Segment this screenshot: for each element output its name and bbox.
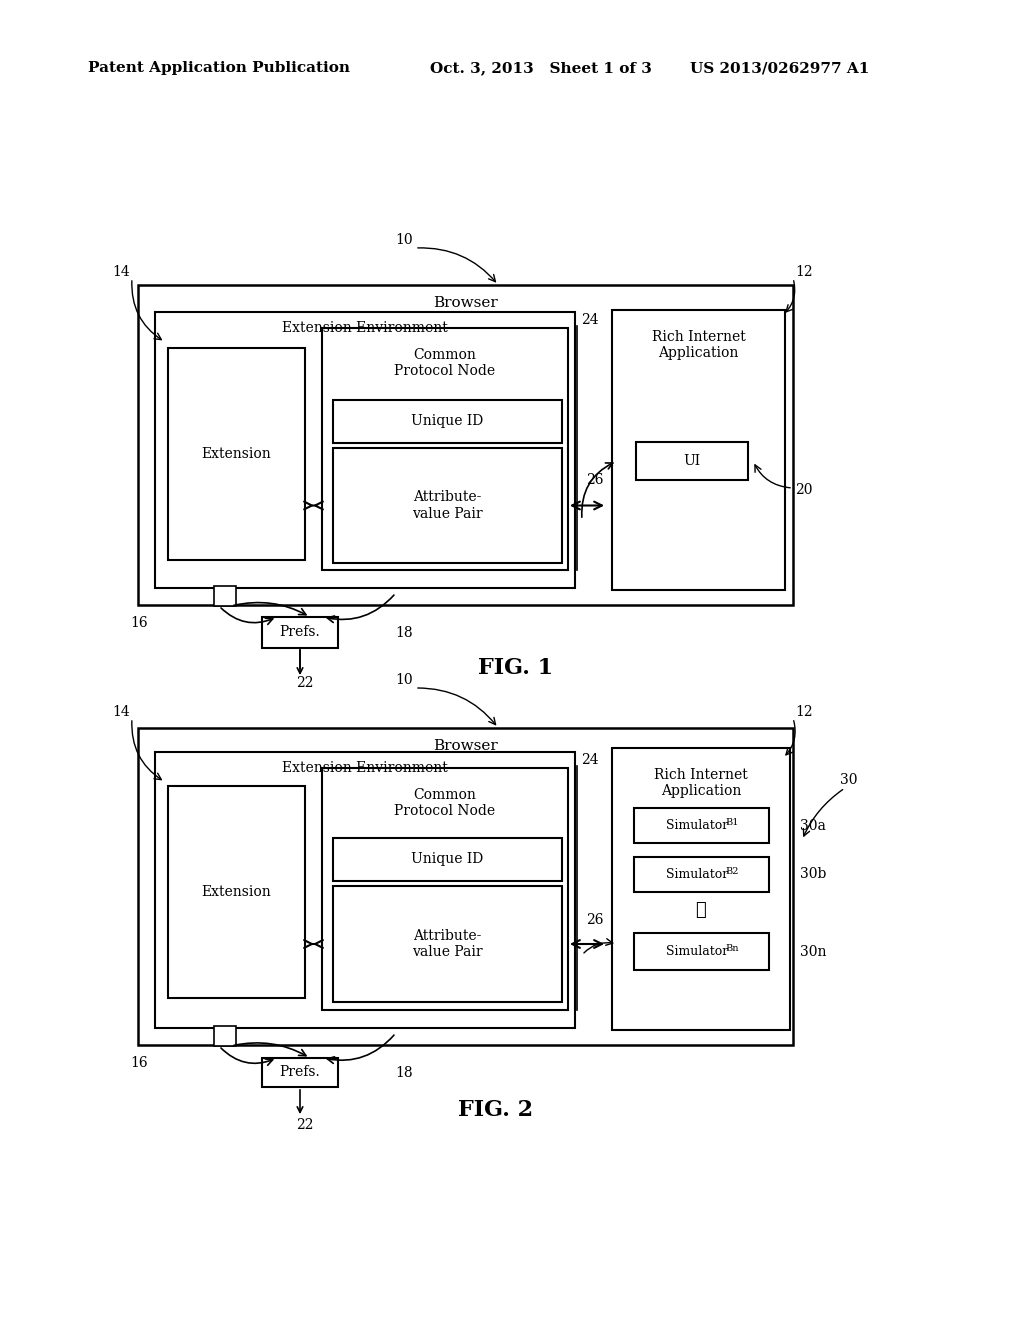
Bar xyxy=(634,933,768,970)
Text: US 2013/0262977 A1: US 2013/0262977 A1 xyxy=(690,61,869,75)
Text: 10: 10 xyxy=(395,234,413,247)
Text: Prefs.: Prefs. xyxy=(280,1065,321,1080)
Text: 10: 10 xyxy=(395,673,413,686)
Text: Rich Internet
Application: Rich Internet Application xyxy=(654,768,748,799)
Bar xyxy=(155,312,575,587)
Text: FIG. 1: FIG. 1 xyxy=(478,657,553,678)
Text: Extension: Extension xyxy=(202,884,271,899)
Bar xyxy=(333,447,562,564)
Text: Bn: Bn xyxy=(725,944,738,953)
Text: Simulator: Simulator xyxy=(666,818,728,832)
Text: Unique ID: Unique ID xyxy=(412,853,483,866)
Text: Browser: Browser xyxy=(433,739,498,752)
Bar xyxy=(333,886,562,1002)
Text: 14: 14 xyxy=(113,705,130,719)
Text: Patent Application Publication: Patent Application Publication xyxy=(88,61,350,75)
Bar xyxy=(214,1026,236,1045)
Text: 18: 18 xyxy=(395,1067,413,1080)
Text: Attribute-
value Pair: Attribute- value Pair xyxy=(413,929,482,960)
Bar xyxy=(214,586,236,606)
Bar xyxy=(333,838,562,880)
Text: 22: 22 xyxy=(296,676,313,690)
Text: Attribute-
value Pair: Attribute- value Pair xyxy=(413,491,482,520)
Text: 14: 14 xyxy=(113,265,130,279)
Text: ⋮: ⋮ xyxy=(695,902,707,919)
Text: 16: 16 xyxy=(130,616,148,630)
Bar xyxy=(262,616,338,648)
Text: Common
Protocol Node: Common Protocol Node xyxy=(394,788,496,818)
Bar xyxy=(636,442,748,480)
Text: 30a: 30a xyxy=(800,818,826,833)
Bar xyxy=(168,348,305,560)
Text: 30n: 30n xyxy=(800,945,826,958)
Text: Common
Protocol Node: Common Protocol Node xyxy=(394,348,496,378)
Text: 12: 12 xyxy=(795,705,813,719)
Text: Browser: Browser xyxy=(433,296,498,310)
Text: B2: B2 xyxy=(725,867,738,876)
Bar xyxy=(262,1059,338,1086)
Bar xyxy=(155,752,575,1028)
Text: 16: 16 xyxy=(130,1056,148,1071)
Bar xyxy=(138,729,793,1045)
Text: 22: 22 xyxy=(296,1118,313,1133)
Text: 18: 18 xyxy=(395,626,413,640)
Text: 20: 20 xyxy=(795,483,812,498)
Bar xyxy=(333,400,562,444)
Bar xyxy=(634,808,768,843)
Text: FIG. 2: FIG. 2 xyxy=(458,1100,534,1121)
Text: Rich Internet
Application: Rich Internet Application xyxy=(651,330,745,360)
Text: Prefs.: Prefs. xyxy=(280,626,321,639)
Text: Oct. 3, 2013   Sheet 1 of 3: Oct. 3, 2013 Sheet 1 of 3 xyxy=(430,61,652,75)
Text: 30: 30 xyxy=(840,774,857,787)
Bar xyxy=(138,285,793,605)
Text: B1: B1 xyxy=(725,818,738,828)
Text: 24: 24 xyxy=(581,313,599,327)
Text: Extension Environment: Extension Environment xyxy=(283,321,447,335)
Text: 30b: 30b xyxy=(800,867,826,882)
Bar xyxy=(612,310,785,590)
Bar xyxy=(322,327,568,570)
Bar xyxy=(168,785,305,998)
Text: Unique ID: Unique ID xyxy=(412,414,483,429)
Text: 24: 24 xyxy=(581,752,599,767)
Bar xyxy=(634,857,768,892)
Text: Extension: Extension xyxy=(202,447,271,461)
Bar xyxy=(322,768,568,1010)
Text: 26: 26 xyxy=(586,473,603,487)
Text: 26: 26 xyxy=(586,913,603,927)
Text: Simulator: Simulator xyxy=(666,945,728,958)
Text: 12: 12 xyxy=(795,265,813,279)
Text: UI: UI xyxy=(683,454,700,469)
Bar xyxy=(612,748,790,1030)
Text: Simulator: Simulator xyxy=(666,869,728,880)
Text: Extension Environment: Extension Environment xyxy=(283,762,447,775)
